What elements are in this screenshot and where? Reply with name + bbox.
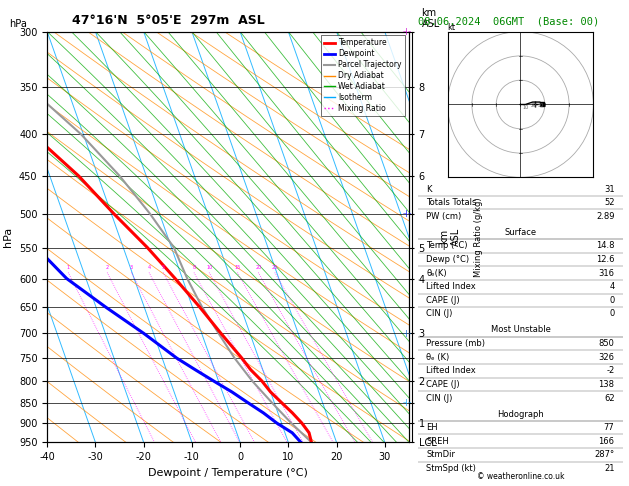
Text: 30: 30 <box>538 103 543 108</box>
Text: 14.8: 14.8 <box>596 242 615 250</box>
Text: 20: 20 <box>255 265 262 271</box>
Text: PW (cm): PW (cm) <box>426 212 462 221</box>
Text: Totals Totals: Totals Totals <box>426 198 477 207</box>
Text: 25: 25 <box>272 265 278 271</box>
Text: 10: 10 <box>523 105 529 110</box>
Y-axis label: km
ASL: km ASL <box>439 228 460 246</box>
Text: kt: kt <box>448 22 456 32</box>
Text: 3: 3 <box>130 265 133 271</box>
Text: θₑ (K): θₑ (K) <box>426 353 450 362</box>
Text: -2: -2 <box>606 366 615 375</box>
Text: Pressure (mb): Pressure (mb) <box>426 339 486 348</box>
X-axis label: Dewpoint / Temperature (°C): Dewpoint / Temperature (°C) <box>148 468 308 478</box>
Text: Dewp (°C): Dewp (°C) <box>426 255 470 264</box>
Text: 2: 2 <box>106 265 109 271</box>
Text: StmDir: StmDir <box>426 451 455 459</box>
Text: 326: 326 <box>599 353 615 362</box>
Text: K: K <box>426 185 432 193</box>
Text: 20: 20 <box>530 103 537 108</box>
Text: 10: 10 <box>206 265 212 271</box>
Text: Most Unstable: Most Unstable <box>491 326 550 334</box>
Text: Lifted Index: Lifted Index <box>426 366 476 375</box>
Text: 8: 8 <box>192 265 196 271</box>
Text: 08.06.2024  06GMT  (Base: 00): 08.06.2024 06GMT (Base: 00) <box>418 17 599 27</box>
Text: 5: 5 <box>162 265 165 271</box>
Text: Mixing Ratio (g/kg): Mixing Ratio (g/kg) <box>474 197 483 277</box>
Text: CIN (J): CIN (J) <box>426 394 453 402</box>
Text: 316: 316 <box>599 269 615 278</box>
Text: © weatheronline.co.uk: © weatheronline.co.uk <box>477 472 564 481</box>
Text: 47°16'N  5°05'E  297m  ASL: 47°16'N 5°05'E 297m ASL <box>72 14 265 27</box>
Text: 4: 4 <box>147 265 150 271</box>
Text: –|–: –|– <box>403 28 411 35</box>
Text: CAPE (J): CAPE (J) <box>426 296 460 305</box>
Text: EH: EH <box>426 423 438 432</box>
Text: 62: 62 <box>604 394 615 402</box>
Text: 2.89: 2.89 <box>596 212 615 221</box>
Text: 77: 77 <box>604 423 615 432</box>
Text: 52: 52 <box>604 198 615 207</box>
Text: –|–: –|– <box>403 399 411 406</box>
Text: StmSpd (kt): StmSpd (kt) <box>426 464 476 473</box>
Y-axis label: hPa: hPa <box>3 227 13 247</box>
Text: 287°: 287° <box>594 451 615 459</box>
Text: 0: 0 <box>610 296 615 305</box>
Text: Hodograph: Hodograph <box>497 410 544 418</box>
Text: 138: 138 <box>599 380 615 389</box>
Text: –|–: –|– <box>403 330 411 337</box>
Text: 15: 15 <box>235 265 241 271</box>
Text: Surface: Surface <box>504 228 537 237</box>
Text: Temp (°C): Temp (°C) <box>426 242 468 250</box>
Text: CAPE (J): CAPE (J) <box>426 380 460 389</box>
Text: Lifted Index: Lifted Index <box>426 282 476 291</box>
Text: 12.6: 12.6 <box>596 255 615 264</box>
Text: 166: 166 <box>599 437 615 446</box>
Text: 31: 31 <box>604 185 615 193</box>
Text: 1: 1 <box>67 265 70 271</box>
Text: 21: 21 <box>604 464 615 473</box>
Text: θₑ(K): θₑ(K) <box>426 269 447 278</box>
Text: 850: 850 <box>599 339 615 348</box>
Text: CIN (J): CIN (J) <box>426 310 453 318</box>
Legend: Temperature, Dewpoint, Parcel Trajectory, Dry Adiabat, Wet Adiabat, Isotherm, Mi: Temperature, Dewpoint, Parcel Trajectory… <box>321 35 405 116</box>
Text: hPa: hPa <box>9 19 27 29</box>
Text: 4: 4 <box>610 282 615 291</box>
Text: SREH: SREH <box>426 437 449 446</box>
Text: –|–: –|– <box>403 210 411 217</box>
Text: km
ASL: km ASL <box>421 8 440 29</box>
Text: 0: 0 <box>610 310 615 318</box>
